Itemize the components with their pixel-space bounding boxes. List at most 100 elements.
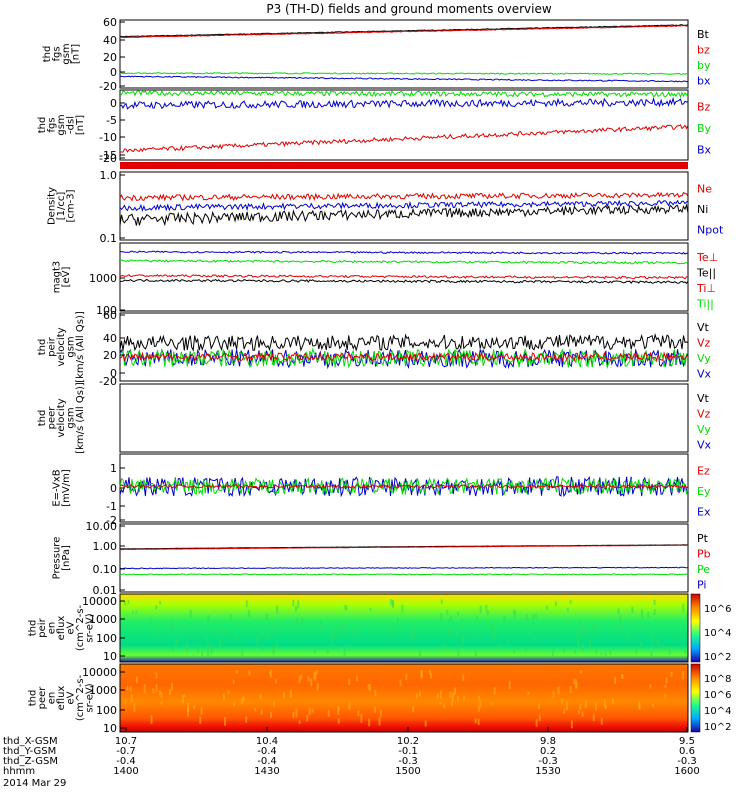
y-tick-label: -20 [99,80,117,93]
spectrogram-texture [577,710,580,714]
panel-frame [119,663,689,733]
spectrogram-texture [593,624,596,632]
spectrogram-texture [665,677,668,684]
y-axis-label-line: peir [37,617,48,637]
x-axis-row-label: thd_Z-GSM [3,756,58,767]
spectrogram-texture [348,645,351,651]
series-line-bx [119,75,689,83]
x-axis-row-value: 9.8 [540,736,556,747]
panel-pressure: 10.00 1.00 0.10 0.01 Pressure[nPa] Pt Pb Pe Pi [51,520,710,597]
spectrogram-texture [563,708,566,714]
spectrogram-texture [525,614,528,621]
y-axis-label: thdpeirenefluxeV(cm^2-s-sr-eV) [28,604,96,651]
colorbar-tick: 10^6 [704,690,731,701]
spectrogram-texture [307,675,310,682]
spectrogram-texture [412,706,415,713]
spectrogram-texture [175,637,178,645]
spectrogram-texture [227,690,230,695]
spectrogram-texture [245,600,248,608]
legend-entry: Ex [697,506,711,519]
spectrogram-texture [289,689,292,699]
spectrogram-texture [498,643,501,649]
y-tick-label: -5 [106,114,117,127]
spectrogram-texture [348,702,351,711]
spectrogram-texture [473,632,476,639]
legend-entry: bz [697,43,710,56]
spectrogram-texture [450,615,453,622]
spectrogram-texture [201,650,204,658]
spectrogram-texture [451,692,454,701]
spectrogram-texture [440,613,443,622]
y-axis-label: Pressure[nPa] [51,537,72,580]
x-axis-row-value: -0.7 [116,746,136,757]
spectrogram-texture [241,647,244,656]
y-axis-label-line: [nT] [75,115,86,135]
series-line-Ti|| [119,259,689,265]
spectrogram-texture [456,630,459,636]
spectrogram-texture [338,626,341,634]
spectrogram-peir_spec [120,594,688,662]
spectrogram-texture [392,623,395,628]
y-axis-label-line: thd [28,690,39,707]
spectrogram-texture [245,716,248,723]
spectrogram-texture [306,714,309,722]
y-axis-label-line: [eV] [61,267,72,288]
y-tick-label: 20 [103,349,117,362]
spectrogram-texture [298,720,301,724]
spectrogram-texture [635,647,638,654]
spectrogram-texture [579,704,582,711]
spectrogram-texture [491,702,494,706]
y-tick-label: 0 [110,97,117,110]
colorbar-tick: 10^6 [704,604,731,615]
spectrogram-texture [171,621,174,631]
spectrogram-texture [545,605,548,610]
legend-entry: Vx [697,438,712,451]
spectrogram-texture [531,613,534,621]
y-tick-label: 1000 [89,272,117,285]
x-axis-row-label: thd_Y-GSM [3,746,56,757]
x-axis-annotation: thd_X-GSM 10.7 10.4 10.2 9.8 9.5 thd_Y-GSM -0.7… [3,727,700,777]
spectrogram-texture [143,684,146,694]
series-line-Ne [119,191,689,202]
spectrogram-texture [360,713,363,723]
spectrogram-texture [206,647,209,656]
spectrogram-texture [546,629,549,634]
y-axis-label-line: (cm^2-s- [75,604,86,651]
y-tick-label: -2 [106,514,117,527]
y-axis-label-line: (cm^2-s- [75,674,86,721]
panel-peir_vel: 60 40 20 0-20 thdpeirvelocitygsm[km/s (All Q… [37,309,712,388]
y-tick-label: 40 [103,332,117,345]
spectrogram-texture [348,678,351,685]
spectrogram-texture [506,639,509,644]
spectrogram-texture [612,697,615,705]
spectrogram-texture [368,718,371,727]
spectrogram-texture [273,701,276,707]
spectrogram-texture [563,647,566,653]
spectrogram-texture [283,691,286,699]
legend-entry: Pe [697,563,710,576]
spectrogram-texture [569,686,572,693]
spectrogram-texture [640,609,643,619]
spectrogram-texture [419,650,422,658]
spectrogram-texture [588,640,591,647]
spectrogram-texture [535,719,538,727]
legend-entry: Ez [697,464,710,477]
spectrogram-texture [527,691,530,696]
spectrogram-texture [461,636,464,644]
x-axis-row-value: 0.6 [679,746,695,757]
spectrogram-texture [266,613,269,621]
colorbar-tick: 10^2 [704,652,731,663]
x-axis-row-value: -0.3 [398,756,418,767]
legend-entry: Vt [697,392,710,405]
spectrogram-texture [130,694,133,703]
series-line-Ez [119,483,689,489]
spectrogram-texture [626,632,629,640]
spectrogram-texture [226,630,229,635]
spectrogram-texture [182,625,185,631]
spectrogram-texture [440,599,443,604]
spectrogram-texture [158,690,161,695]
y-tick-label: 0 [110,367,117,380]
spectrogram-texture [332,628,335,638]
spectrogram-texture [133,703,136,712]
spectrogram-texture [411,631,414,640]
